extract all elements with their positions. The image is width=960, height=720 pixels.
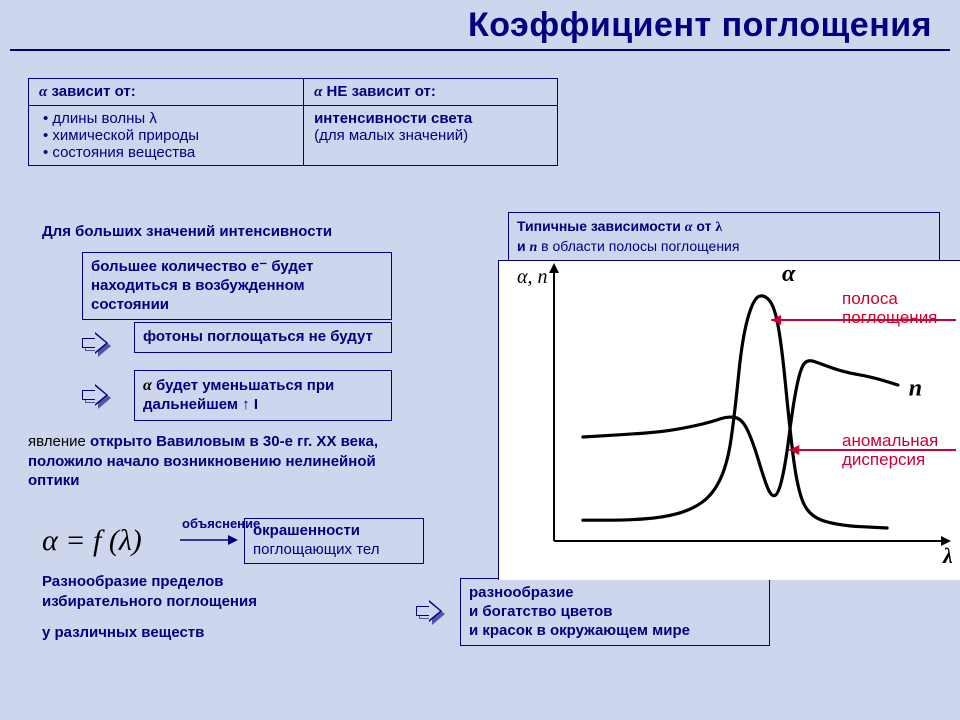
arrow-icon xyxy=(416,600,450,626)
intensity-header: Для больших значений интенсивности xyxy=(42,222,332,242)
photons-box: фотоны поглощаться не будут xyxy=(134,322,392,353)
anomaly-label: аномальная дисперсия xyxy=(842,432,960,469)
arrow-icon xyxy=(82,384,116,410)
excited-state-box: большее количество e⁻ будет находиться в… xyxy=(82,252,392,320)
svg-text:α: α xyxy=(782,261,796,287)
th-depends: α зависит от: xyxy=(29,79,304,106)
th-not-depends: α НЕ зависит от: xyxy=(304,79,558,106)
td-not-depends: интенсивности света (для малых значений) xyxy=(304,106,558,166)
svg-text:λ: λ xyxy=(942,543,953,568)
bottom-left-text: Разнообразие пределов избирательного пог… xyxy=(42,572,382,643)
svg-text:n: n xyxy=(909,375,922,401)
history-text: явление открыто Вавиловым в 30-е гг. XX … xyxy=(28,432,408,491)
band-label: полоса поглощения xyxy=(842,290,960,327)
depends-table: α зависит от: α НЕ зависит от: длины вол… xyxy=(28,78,558,166)
coloration-box: окрашенности поглощающих тел xyxy=(244,518,424,564)
list-item: состояния вещества xyxy=(43,144,293,161)
list-item: длины волны λ xyxy=(43,110,293,127)
arrow-icon xyxy=(82,332,116,358)
list-item: химической природы xyxy=(43,127,293,144)
chart-caption-box: Типичные зависимости α от λ и n в област… xyxy=(508,212,940,262)
colors-richness-box: разнообразие и богатство цветов и красок… xyxy=(460,578,770,646)
formula: α = f (λ) xyxy=(42,524,142,558)
svg-text:α, n: α, n xyxy=(517,266,548,288)
alpha-decrease-box: α будет уменьшаться при дальнейшем ↑ I xyxy=(134,370,392,421)
td-depends-items: длины волны λ химической природы состоян… xyxy=(29,106,304,166)
page-title: Коэффициент поглощения xyxy=(10,0,950,51)
